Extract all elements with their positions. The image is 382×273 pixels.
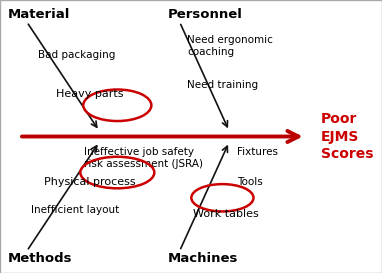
Text: Poor
EJMS
Scores: Poor EJMS Scores xyxy=(321,112,373,161)
Text: Fixtures: Fixtures xyxy=(237,147,278,158)
Text: Personnel: Personnel xyxy=(168,8,243,21)
Text: Heavy parts: Heavy parts xyxy=(56,89,123,99)
Text: Need ergonomic
coaching: Need ergonomic coaching xyxy=(187,35,273,57)
Text: Material: Material xyxy=(8,8,70,21)
Text: Need training: Need training xyxy=(187,80,258,90)
Text: Methods: Methods xyxy=(8,252,72,265)
Text: Tools: Tools xyxy=(237,177,262,188)
Text: Physical process: Physical process xyxy=(44,177,136,186)
Text: Bad packaging: Bad packaging xyxy=(38,50,116,60)
Text: Ineffective job safety
risk assessment (JSRA): Ineffective job safety risk assessment (… xyxy=(84,147,203,169)
Text: Machines: Machines xyxy=(168,252,238,265)
Text: Inefficient layout: Inefficient layout xyxy=(31,205,119,215)
Text: Work tables: Work tables xyxy=(193,209,258,219)
